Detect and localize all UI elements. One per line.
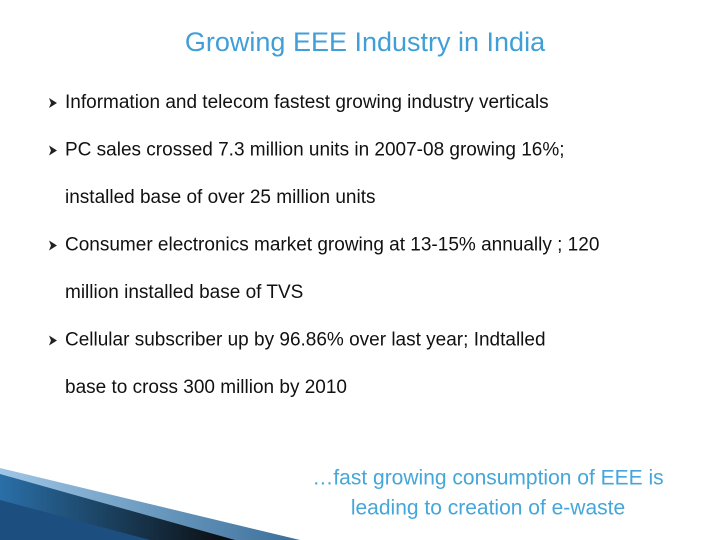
bullet-text: installed base of over 25 million units <box>65 187 376 208</box>
slide-title: Growing EEE Industry in India <box>185 27 546 57</box>
bullet-marker <box>49 98 57 108</box>
swoosh-base <box>0 500 150 540</box>
bullet-text: million installed base of TVS <box>65 282 303 303</box>
bullet-text: Cellular subscriber up by 96.86% over la… <box>65 330 546 351</box>
bullet-text: PC sales crossed 7.3 million units in 20… <box>65 140 565 161</box>
bullet-text: base to cross 300 million by 2010 <box>65 377 347 398</box>
bullet-marker <box>49 240 57 251</box>
bullet-text: Consumer electronics market growing at 1… <box>65 235 599 256</box>
note-text: …fast growing consumption of EEE is <box>312 467 663 490</box>
note-text: leading to creation of e-waste <box>351 497 625 520</box>
bullet-text: Information and telecom fastest growing … <box>65 92 549 113</box>
bullet-marker <box>49 335 57 346</box>
bullet-marker <box>49 145 57 156</box>
